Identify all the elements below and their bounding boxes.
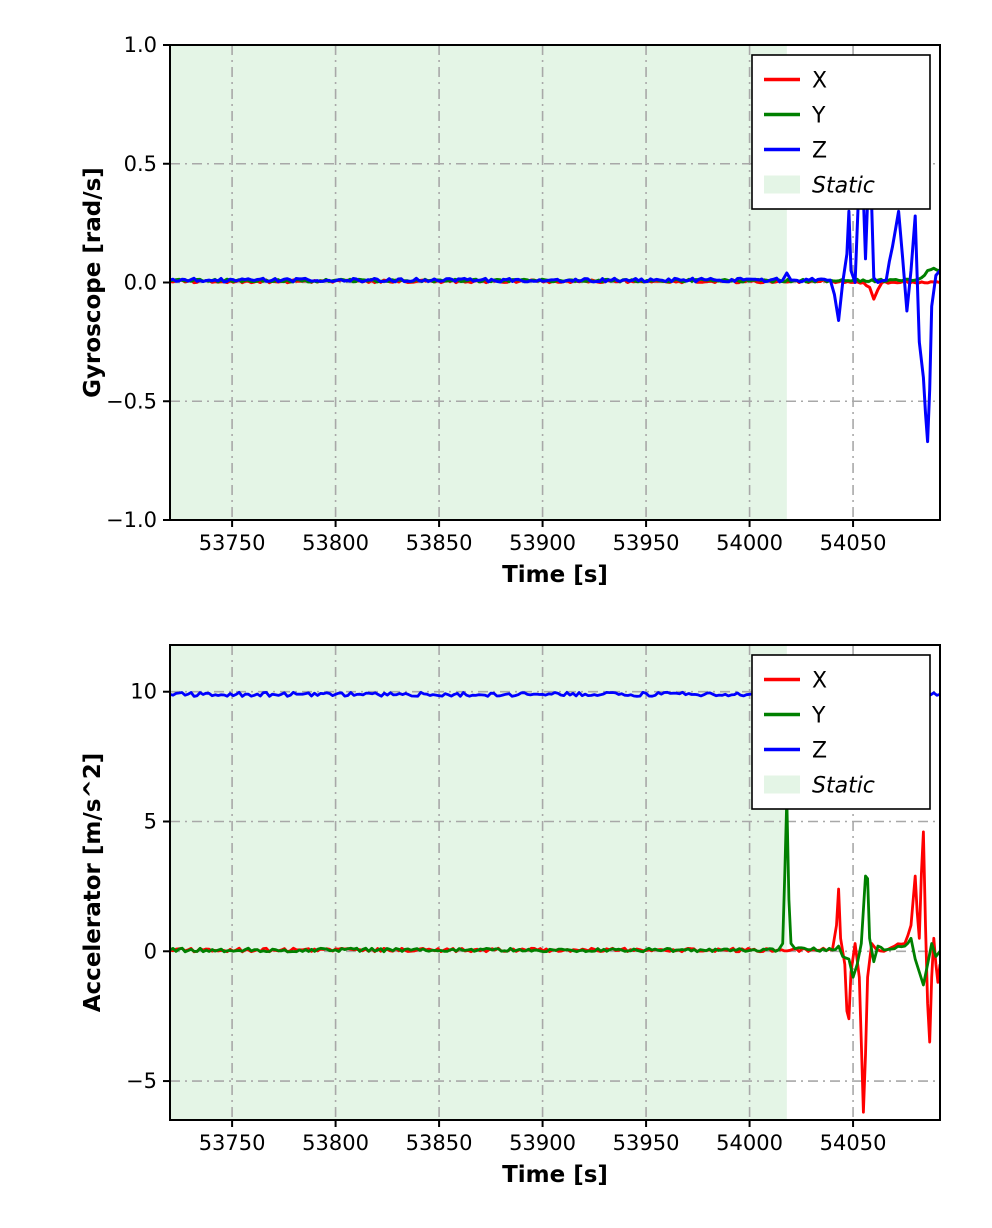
y-tick-label: −0.5	[106, 389, 157, 413]
x-tick-label: 53800	[302, 1131, 369, 1155]
x-tick-label: 53900	[509, 1131, 576, 1155]
y-tick-label: −1.0	[106, 508, 157, 532]
x-tick-label: 53900	[509, 531, 576, 555]
accelerometer-figure: 53750 53800 53850 53900 53950 54000 54050 −5 0 5 1…	[0, 614, 992, 1228]
legend-swatch-Static	[764, 775, 800, 794]
x-tick-label: 53950	[613, 1131, 680, 1155]
legend-label-Static: Static	[812, 174, 875, 199]
y-tick-label: 10	[130, 680, 157, 704]
x-tick-label: 54000	[716, 1131, 783, 1155]
series-Y-line	[170, 796, 940, 987]
x-tick-label: 53800	[302, 531, 369, 555]
legend-label-Static: Static	[812, 774, 875, 799]
y-tick-label: 0.5	[124, 152, 157, 176]
legend-label-Z: Z	[812, 739, 827, 764]
legend-label-X: X	[812, 69, 827, 94]
x-tick-label: 53750	[199, 1131, 266, 1155]
x-tick-label: 53750	[199, 531, 266, 555]
x-tick-label: 53950	[613, 531, 680, 555]
gyroscope-figure: 53750 53800 53850 53900 53950 54000 54050 −1.0 −…	[80, 33, 941, 588]
legend-swatch-Static	[764, 175, 800, 194]
y-tick-label: 1.0	[124, 33, 157, 57]
gyroscope-chart: 53750 53800 53850 53900 53950 54000 54050 −1.0 −…	[80, 33, 941, 588]
legend-label-Y: Y	[811, 104, 826, 129]
y-axis-label: Gyroscope [rad/s]	[80, 167, 106, 398]
y-tick-label: 0.0	[124, 271, 157, 295]
x-axis-label: Time [s]	[502, 562, 608, 588]
y-tick-label: 0	[144, 939, 157, 963]
accelerometer-chart: 53750 53800 53850 53900 53950 54000 54050 −5 0 5 1…	[80, 644, 941, 1188]
y-tick-label: −5	[126, 1069, 157, 1093]
x-tick-label: 53850	[406, 531, 473, 555]
y-axis-label: Accelerator [m/s^2]	[80, 753, 106, 1013]
x-tick-label: 54050	[820, 531, 887, 555]
legend-label-X: X	[812, 669, 827, 694]
y-tick-label: 5	[144, 810, 157, 834]
legend-label-Z: Z	[812, 139, 827, 164]
legend-label-Y: Y	[811, 704, 826, 729]
static-region	[170, 645, 787, 1120]
x-tick-label: 54050	[820, 1131, 887, 1155]
x-tick-label: 53850	[406, 1131, 473, 1155]
x-tick-label: 54000	[716, 531, 783, 555]
series-Z-line	[170, 133, 940, 444]
x-axis-label: Time [s]	[502, 1162, 608, 1188]
axes-frame	[169, 644, 941, 1121]
